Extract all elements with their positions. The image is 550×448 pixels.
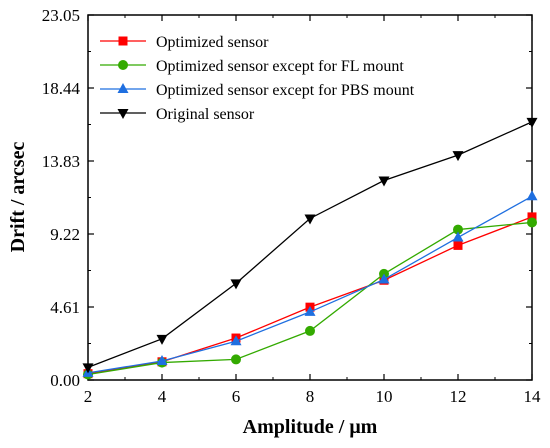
legend-label: Optimized sensor except for FL mount: [156, 58, 404, 75]
data-point: [378, 273, 390, 284]
data-point: [526, 117, 538, 128]
y-tick-label: 0.00: [50, 371, 80, 390]
y-tick-label: 9.22: [50, 225, 80, 244]
data-point: [156, 334, 168, 345]
x-tick-label: 8: [306, 387, 315, 406]
series-2: [82, 190, 538, 377]
data-point: [527, 217, 537, 228]
legend-label: Optimized sensor: [156, 34, 269, 51]
data-point: [527, 212, 537, 222]
legend-swatch-marker: [117, 83, 129, 93]
legend-label: Optimized sensor except for PBS mount: [156, 82, 415, 99]
series-3: [82, 117, 538, 374]
data-point: [305, 325, 315, 336]
data-point: [453, 224, 463, 235]
data-point: [526, 190, 538, 201]
series-0: [83, 212, 537, 379]
legend: Optimized sensor Optimized sensor except …: [100, 34, 415, 123]
series-line: [87, 221, 533, 376]
legend-item: Optimized sensor: [100, 34, 269, 51]
data-point: [156, 354, 168, 365]
y-axis-ticks: 0.00 4.61 9.22 13.83 18.44 23.05: [42, 6, 532, 390]
legend-item: Optimized sensor except for PBS mount: [100, 82, 415, 99]
legend-swatch-marker: [118, 60, 128, 70]
data-point: [231, 354, 241, 365]
x-axis-title: Amplitude / μm: [243, 416, 378, 438]
legend-label: Original sensor: [156, 106, 255, 123]
legend-item: Optimized sensor except for FL mount: [100, 58, 404, 75]
x-tick-label: 4: [158, 387, 167, 406]
data-point: [378, 176, 390, 187]
legend-item: Original sensor: [100, 106, 255, 123]
data-point: [452, 231, 464, 242]
data-point: [452, 151, 464, 162]
data-point: [230, 335, 242, 346]
y-axis-title: Drift / arcsec: [7, 142, 29, 253]
x-tick-label: 2: [84, 387, 93, 406]
legend-swatch-marker: [117, 109, 129, 119]
data-point: [453, 240, 463, 250]
x-tick-label: 6: [232, 387, 241, 406]
x-tick-label: 10: [376, 387, 393, 406]
data-point: [82, 363, 94, 374]
data-point: [304, 305, 316, 316]
x-tick-label: 12: [450, 387, 467, 406]
x-axis-ticks: 2 4 6 8 10 12 14: [84, 15, 541, 406]
data-point: [230, 279, 242, 290]
y-tick-label: 13.83: [42, 152, 80, 171]
x-tick-label: 14: [524, 387, 542, 406]
series-line: [87, 216, 533, 375]
y-tick-label: 4.61: [50, 298, 80, 317]
series-layer: [82, 117, 538, 380]
data-point: [304, 214, 316, 225]
y-tick-label: 18.44: [42, 79, 81, 98]
y-tick-label: 23.05: [42, 6, 80, 25]
legend-swatch-marker: [118, 36, 128, 46]
